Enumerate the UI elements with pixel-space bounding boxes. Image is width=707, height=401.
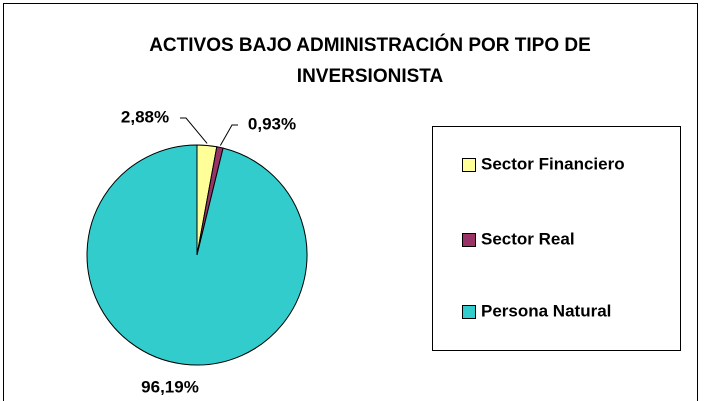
leader-line bbox=[219, 124, 238, 146]
legend-swatch bbox=[462, 305, 476, 319]
leader-line bbox=[180, 117, 208, 144]
data-label: 0,93% bbox=[248, 114, 296, 133]
legend-label: Persona Natural bbox=[481, 301, 611, 320]
legend-label: Sector Financiero bbox=[481, 154, 625, 173]
legend-swatch bbox=[462, 233, 476, 247]
data-label: 2,88% bbox=[121, 107, 169, 126]
chart-title: ACTIVOS BAJO ADMINISTRACIÓN POR TIPO DE … bbox=[149, 35, 591, 87]
legend-swatch bbox=[462, 158, 476, 172]
legend-label: Sector Real bbox=[481, 229, 575, 248]
data-label: 96,19% bbox=[141, 377, 199, 396]
pie-slice bbox=[86, 144, 308, 366]
